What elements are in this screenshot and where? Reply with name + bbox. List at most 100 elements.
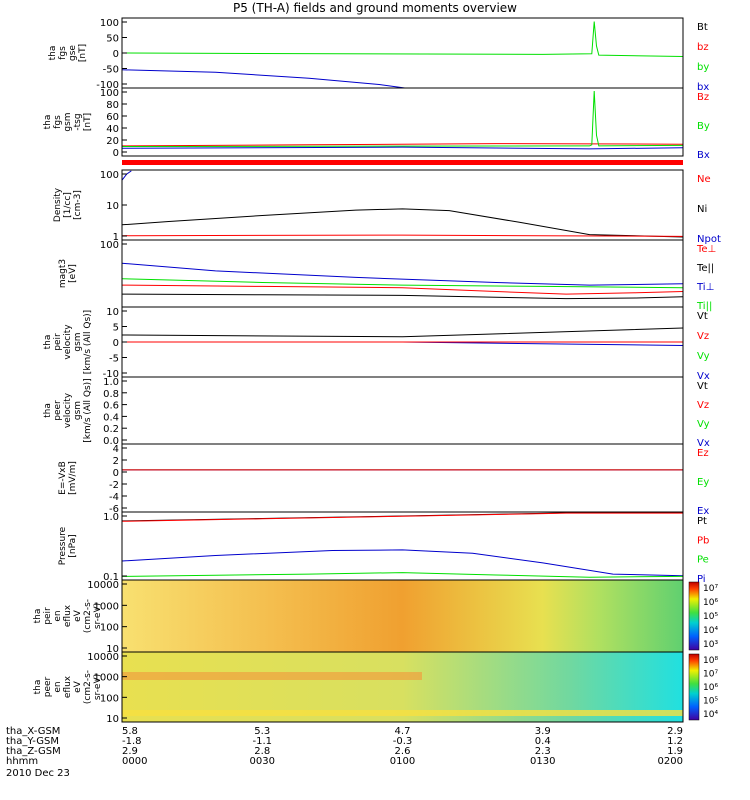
panel-frame (121, 87, 684, 157)
x-axis-row-value: 5.8 (122, 726, 138, 737)
y-tick-label: 100 (100, 88, 119, 99)
x-axis-row-value: 2.9 (122, 746, 138, 757)
series-Te⊥ (121, 284, 684, 295)
x-axis-row-value: 2.6 (395, 746, 411, 757)
x-axis-row-name: tha_Y-GSM (6, 736, 59, 747)
legend-entry: Vy (697, 419, 710, 430)
legend-entry: Ni (697, 204, 707, 215)
y-axis-label: -tsg (73, 113, 83, 130)
colorbar-tick-label: 10⁷ (703, 584, 718, 594)
colorbar-tick-label: 10⁷ (703, 670, 718, 680)
x-axis-row-value: 0130 (530, 756, 555, 767)
legend-entry: Bt (697, 22, 708, 33)
y-axis-label: E=-VxB (58, 461, 68, 495)
x-axis-row-name: tha_X-GSM (6, 726, 60, 737)
y-tick-label: 100 (100, 693, 119, 704)
legend-entry: Pi (697, 574, 706, 585)
y-axis-label: peir (43, 607, 53, 625)
colorbar-tick-label: 10⁵ (703, 612, 718, 622)
y-axis-label: sr-eV) (93, 603, 103, 629)
colorbar-tick-label: 10⁸ (703, 656, 718, 666)
series-Te|| (121, 293, 684, 300)
y-axis-label: tha (33, 680, 43, 695)
y-axis-label: tha (43, 115, 53, 130)
y-tick-label: -10 (103, 369, 119, 380)
legend-entry: Te|| (696, 263, 714, 274)
x-axis-row-value: 0030 (250, 756, 275, 767)
colorbar (688, 581, 700, 651)
colorbar (688, 653, 700, 721)
y-axis-label: gse (68, 45, 78, 61)
y-axis-label: [nT] (78, 44, 88, 62)
legend-entry: Ey (697, 477, 709, 488)
y-axis-label: Density (53, 187, 63, 222)
y-tick-label: 80 (106, 100, 119, 111)
legend-entry: Bx (697, 150, 710, 161)
panel-frame (121, 443, 684, 513)
heatmap-image (122, 580, 683, 652)
y-tick-label: 10 (106, 201, 119, 212)
legend-entry: Bz (697, 92, 709, 103)
x-axis-row-value: 4.7 (395, 726, 411, 737)
y-tick-label: 0.2 (103, 424, 119, 435)
y-axis-label: gsm (63, 112, 73, 131)
y-tick-label: 10000 (87, 652, 119, 663)
series-Bx (121, 146, 684, 150)
legend-entry: Pt (697, 516, 707, 527)
y-axis-label: velocity (63, 324, 73, 360)
legend-entry: bz (697, 42, 709, 53)
x-axis-row-value: 2.8 (254, 746, 270, 757)
x-axis-row-value: -1.1 (252, 736, 272, 747)
colorbar-tick-label: 10⁶ (703, 598, 718, 608)
x-axis-row-value: 0100 (390, 756, 415, 767)
y-tick-label: 0.8 (103, 389, 119, 400)
y-tick-label: 0 (113, 148, 119, 159)
series-Ti⊥ (121, 262, 684, 286)
y-axis-label: [nPa] (68, 534, 78, 557)
panel-peer-velocity: 1.00.80.60.40.20.0 tha peer velocity gsm [km/… (43, 376, 710, 449)
legend-entry: Vt (697, 311, 708, 322)
x-axis-row-value: 1.2 (667, 736, 683, 747)
panel-peir-en-eflux: 10⁷ 10⁶ 10⁵ 10⁴ 10³ 10000 1000 100 10 tha peir en ef… (33, 579, 718, 655)
y-axis-label: (cm2-s- (83, 599, 93, 633)
x-axis-row-name: tha_Z-GSM (6, 746, 61, 757)
y-axis-label: peer (53, 400, 63, 421)
y-axis-label: tha (33, 609, 43, 624)
y-axis-label: eflux (63, 604, 73, 627)
y-axis-label: peer (43, 676, 53, 697)
panel-density: 100 10 1 Density [1/cc] [cm-3] Ne Ni Npot (53, 169, 721, 245)
legend-entry: Ti⊥ (696, 282, 714, 293)
series-Pb (121, 512, 683, 522)
x-axis-row-value: -1.8 (122, 736, 142, 747)
y-tick-label: -50 (103, 65, 119, 76)
y-tick-label: -4 (109, 492, 119, 503)
y-tick-label: 50 (106, 34, 119, 45)
y-axis-label: sr-eV) (93, 674, 103, 700)
panel-frame (121, 651, 684, 723)
x-axis-row-value: 0.4 (535, 736, 551, 747)
y-axis-label: gsm (73, 401, 83, 420)
series-Pi (121, 549, 684, 577)
y-axis-label: fgs (53, 115, 63, 129)
series-by (121, 21, 684, 57)
colorbar-tick-label: 10⁴ (703, 626, 718, 636)
series-Vt (121, 327, 684, 338)
legend-entry: Vx (697, 371, 710, 382)
y-axis-label: [km/s (All Qs)] (83, 378, 93, 442)
y-tick-label: 40 (106, 124, 119, 135)
legend-entry: by (697, 62, 709, 73)
x-axis-row-value: 0000 (122, 756, 147, 767)
y-tick-label: 100 (100, 170, 119, 181)
x-axis-row-value: 0200 (658, 756, 683, 767)
y-axis-label: [1/cc] (63, 192, 73, 218)
y-tick-label: 1000 (94, 601, 119, 612)
series-Bz (121, 143, 684, 147)
panel-peer-en-eflux: 10⁸ 10⁷ 10⁶ 10⁵ 10⁴ 10000 1000 100 10 tha peer en ef… (33, 651, 718, 725)
y-axis-label: [mV/m] (68, 461, 78, 495)
panel-frame (121, 511, 684, 581)
y-tick-label: 60 (106, 112, 119, 123)
y-tick-label: 100 (100, 18, 119, 29)
legend-entry: bx (697, 82, 709, 93)
